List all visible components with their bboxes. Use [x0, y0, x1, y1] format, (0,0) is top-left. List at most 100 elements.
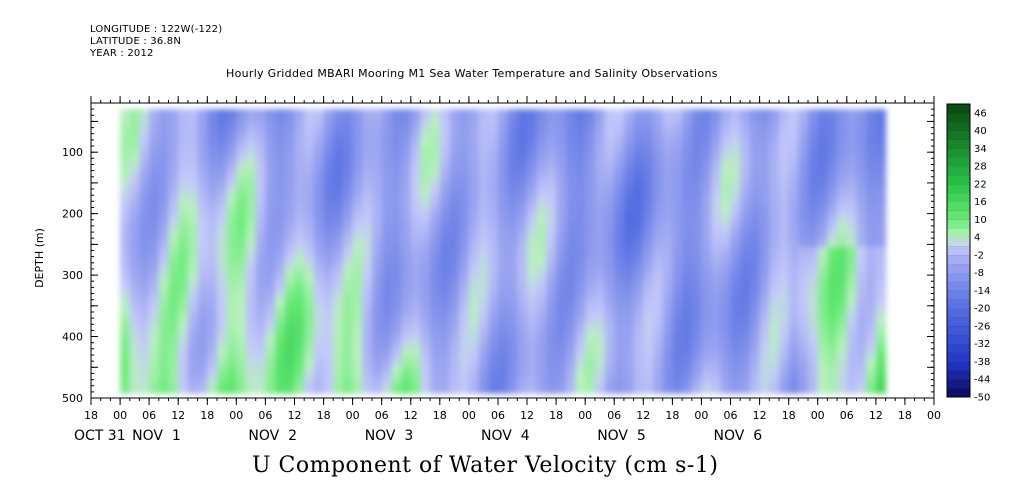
heatmap-cell: [643, 272, 654, 282]
heatmap-cell: [207, 143, 218, 153]
heatmap-cell: [284, 178, 296, 188]
heatmap-cell: [837, 358, 848, 368]
heatmap-cell: [217, 307, 228, 317]
heatmap-cell: [623, 350, 635, 360]
heatmap-cell: [691, 203, 703, 213]
heatmap-cell: [197, 367, 208, 377]
heatmap-cell: [478, 264, 489, 274]
heatmap-cell: [507, 298, 518, 308]
heatmap-cell: [527, 117, 538, 127]
heatmap-cell: [730, 246, 741, 256]
heatmap-cell: [749, 229, 761, 239]
heatmap-cell: [604, 298, 615, 308]
heatmap-cell: [682, 307, 693, 317]
heatmap-cell: [856, 341, 867, 351]
heatmap-cell: [410, 238, 422, 248]
heatmap-cell: [875, 186, 887, 196]
x-day-label: NOV 3: [365, 428, 414, 444]
heatmap-cell: [546, 264, 557, 274]
heatmap-cell: [827, 324, 838, 334]
heatmap-cell: [275, 264, 286, 274]
heatmap-cell: [139, 238, 150, 248]
heatmap-cell: [120, 332, 131, 343]
heatmap-cell: [498, 109, 509, 119]
heatmap-cell: [265, 298, 276, 308]
heatmap-cell: [333, 289, 344, 299]
heatmap-cell: [759, 264, 770, 274]
heatmap-cell: [779, 315, 790, 325]
heatmap-cell: [333, 212, 344, 222]
colorbar-label: 16: [974, 197, 987, 208]
heatmap-cell: [643, 143, 654, 153]
heatmap-cell: [623, 109, 635, 119]
heatmap-cell: [546, 229, 557, 239]
heatmap-cell: [187, 109, 199, 119]
heatmap-cell: [536, 178, 547, 188]
heatmap-cell: [711, 341, 722, 351]
heatmap-cell: [585, 298, 596, 308]
heatmap-cell: [420, 169, 431, 179]
heatmap-cell: [517, 221, 528, 231]
heatmap-cell: [817, 212, 828, 222]
heatmap-cell: [391, 135, 402, 145]
heatmap-cell: [226, 272, 237, 282]
heatmap-cell: [478, 272, 489, 282]
heatmap-cell: [808, 264, 819, 274]
heatmap-cell: [265, 160, 276, 170]
heatmap-cell: [333, 264, 344, 274]
heatmap-cell: [226, 367, 237, 377]
heatmap-cell: [275, 289, 286, 299]
heatmap-cell: [265, 221, 276, 231]
heatmap-cell: [478, 135, 489, 145]
heatmap-cell: [604, 178, 615, 188]
heatmap-cell: [769, 358, 780, 368]
heatmap-cell: [653, 152, 664, 162]
heatmap-cell: [633, 358, 644, 368]
heatmap-cell: [536, 186, 547, 196]
heatmap-cell: [643, 229, 654, 239]
heatmap-cell: [207, 117, 218, 127]
heatmap-cell: [333, 169, 344, 179]
heatmap-cell: [362, 272, 373, 282]
heatmap-cell: [614, 298, 625, 308]
heatmap-cell: [769, 135, 780, 145]
heatmap-cell: [120, 135, 131, 145]
heatmap-cell: [352, 384, 363, 394]
heatmap-cell: [546, 341, 557, 351]
heatmap-cell: [313, 298, 325, 308]
heatmap-cell: [187, 143, 199, 153]
heatmap-cell: [226, 246, 237, 256]
heatmap-cell: [207, 289, 218, 299]
heatmap-cell: [846, 143, 858, 153]
y-tick-label: 200: [62, 208, 83, 221]
heatmap-cell: [488, 350, 499, 360]
heatmap-cell: [769, 126, 780, 136]
heatmap-cell: [284, 195, 296, 205]
heatmap-cell: [837, 350, 848, 360]
heatmap-cell: [875, 384, 887, 394]
heatmap-cell: [575, 195, 586, 205]
heatmap-cell: [449, 281, 460, 291]
heatmap-cell: [246, 281, 257, 291]
heatmap-cell: [769, 238, 780, 248]
heatmap-cell: [168, 238, 179, 248]
heatmap-cell: [226, 195, 237, 205]
heatmap-cell: [197, 195, 208, 205]
heatmap-cell: [158, 229, 170, 239]
heatmap-cell: [381, 315, 392, 325]
heatmap-cell: [255, 298, 266, 308]
heatmap-cell: [779, 203, 790, 213]
heatmap-cell: [827, 186, 838, 196]
heatmap-cell: [391, 126, 402, 136]
heatmap-cell: [866, 126, 877, 136]
heatmap-cell: [372, 152, 383, 162]
heatmap-cell: [129, 160, 141, 170]
heatmap-cell: [139, 350, 150, 360]
heatmap-cell: [217, 341, 228, 351]
heatmap-cell: [459, 109, 470, 119]
heatmap-cell: [120, 152, 131, 162]
heatmap-cell: [372, 367, 383, 377]
heatmap-cell: [478, 238, 489, 248]
heatmap-cell: [255, 143, 266, 153]
heatmap-cell: [749, 195, 761, 205]
